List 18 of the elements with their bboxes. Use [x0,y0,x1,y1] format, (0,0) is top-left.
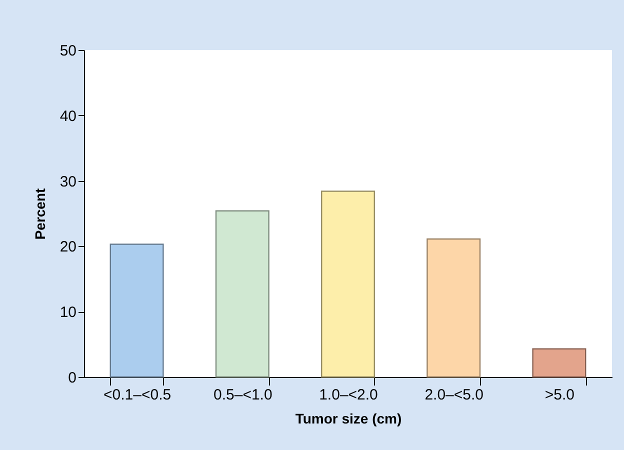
x-tick-label: 1.0–<2.0 [319,386,378,404]
y-tick-label: 50 [60,42,76,60]
x-tick-label: 0.5–<1.0 [213,386,272,404]
bar [426,238,481,378]
x-tick-label: <0.1–<0.5 [104,386,172,404]
y-tick-label: 20 [60,238,76,256]
x-tick-label: >5.0 [544,386,575,404]
bar [532,348,586,378]
bar [321,190,375,378]
y-tick-label: 30 [60,173,76,190]
x-tick-label: 2.0–<5.0 [424,386,484,404]
y-axis-title: Percent [32,188,48,240]
y-tick-label: 10 [60,304,76,322]
bar [215,210,270,378]
bar [110,244,164,378]
y-tick-label: 0 [68,370,76,386]
y-tick-label: 40 [60,108,76,125]
x-axis-title: Tumor size (cm) [295,410,402,426]
